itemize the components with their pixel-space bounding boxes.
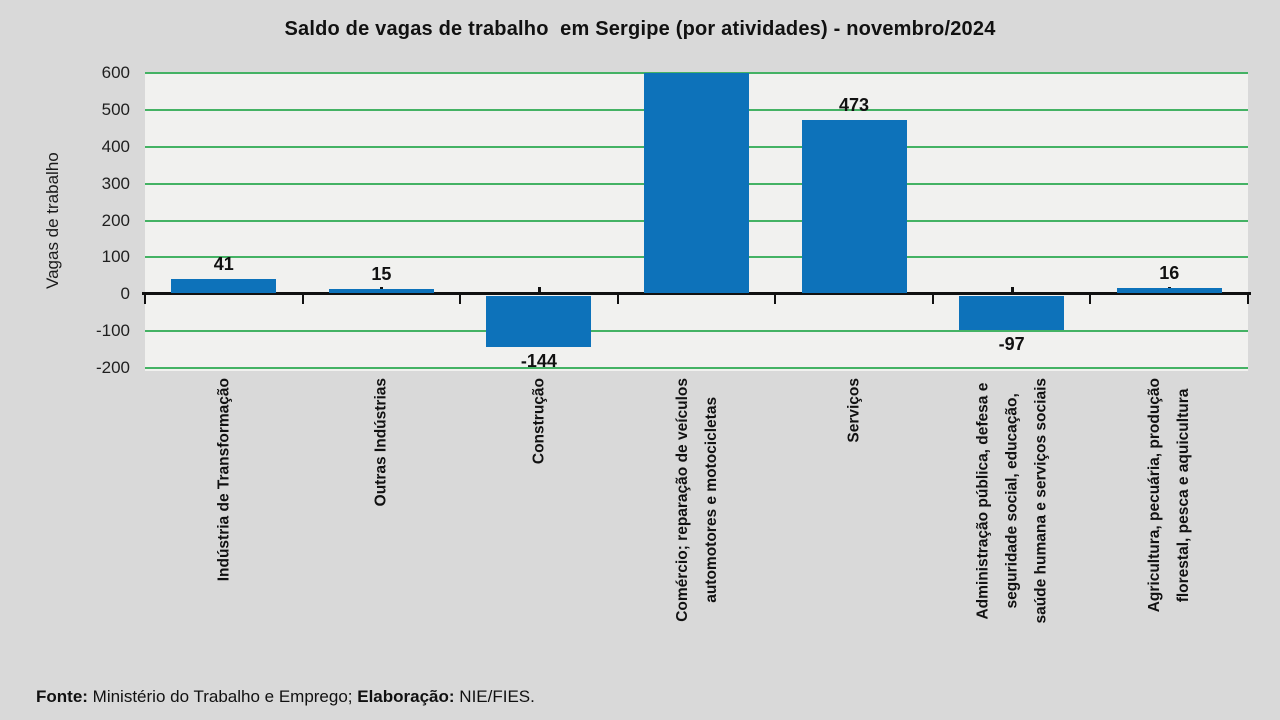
- source-text: Ministério do Trabalho e Emprego;: [87, 687, 358, 706]
- elaboration-label: Elaboração:: [357, 687, 455, 706]
- y-axis-tick-label: 600: [101, 63, 130, 82]
- bar-value-label: 15: [371, 263, 392, 284]
- y-axis-tick-label: -100: [95, 321, 130, 341]
- y-axis-tick-label: 300: [101, 173, 130, 193]
- axis-tick: [774, 295, 777, 304]
- axis-tick: [1247, 295, 1249, 304]
- axis-tick: [301, 295, 304, 304]
- x-axis-category-label: Comércio; reparação de veículos automoto…: [673, 378, 720, 622]
- y-axis-tick-label: 500: [101, 99, 130, 119]
- bar-value-label: 16: [1159, 263, 1180, 284]
- chart-title: Saldo de vagas de trabalho em Sergipe (p…: [284, 18, 996, 40]
- x-axis-category-label: Agricultura, pecuária, produção floresta…: [1146, 378, 1193, 613]
- axis-tick: [1089, 295, 1092, 304]
- bar-value-label: -97: [998, 334, 1025, 355]
- bar: [171, 279, 277, 293]
- y-axis-tick-label: 100: [101, 247, 130, 267]
- gridline: [145, 367, 1248, 369]
- bar-value-label: -144: [520, 351, 557, 372]
- x-axis-category-label: Serviços: [845, 378, 863, 443]
- y-axis-tick-label: -200: [95, 358, 130, 377]
- y-axis-tick-label: 400: [101, 136, 130, 156]
- x-axis-category-label: Outras Indústrias: [372, 378, 390, 507]
- bar: [486, 296, 592, 348]
- bar-value-label: 473: [839, 94, 870, 115]
- source-footer: Fonte: Ministério do Trabalho e Emprego;…: [36, 687, 535, 707]
- axis-minor-tick: [1010, 287, 1014, 292]
- axis-minor-tick: [537, 287, 541, 292]
- source-label: Fonte:: [36, 687, 88, 706]
- y-axis-tick-label: 200: [101, 210, 130, 230]
- x-axis-category-label: Indústria de Transformação: [215, 378, 233, 582]
- bar-value-label: 41: [213, 254, 234, 275]
- gridline: [145, 330, 1248, 333]
- bar: [959, 296, 1065, 331]
- x-axis-category-label: Construção: [530, 378, 548, 465]
- axis-tick: [616, 295, 619, 304]
- axis-tick: [144, 295, 146, 304]
- elaboration-text: NIE/FIES.: [454, 687, 535, 706]
- bar: [328, 288, 434, 293]
- y-axis-tick-label: 0: [120, 284, 130, 304]
- bar: [1116, 288, 1222, 293]
- axis-tick: [459, 295, 462, 304]
- x-axis-line: [142, 292, 1251, 295]
- x-axis-category-label: Administração pública, defesa e segurida…: [974, 378, 1050, 624]
- bar: [644, 73, 749, 293]
- axis-tick: [931, 295, 934, 304]
- bar: [801, 119, 907, 293]
